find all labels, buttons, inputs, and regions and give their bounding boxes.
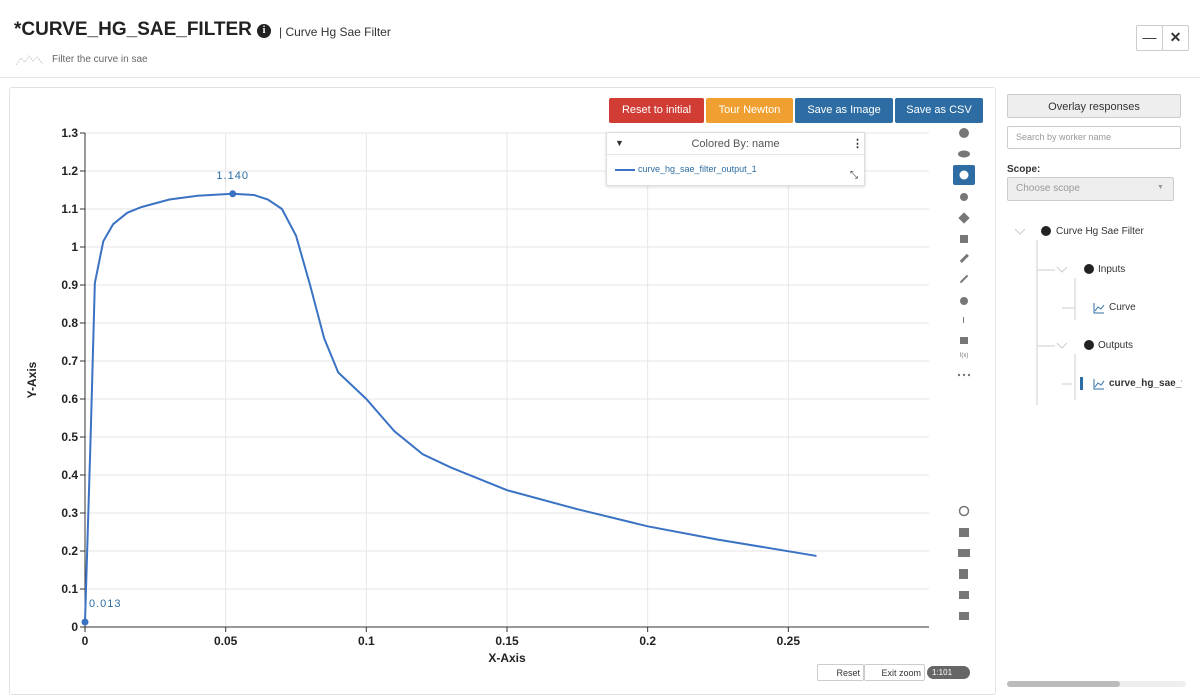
y-tick-label: 0.7 (61, 354, 78, 368)
x-axis-label: X-Axis (488, 651, 526, 665)
save-csv-button[interactable]: Save as CSV (895, 98, 983, 123)
y-tick-label: 0.5 (61, 430, 78, 444)
legend-panel: ▼ Colored By: name ⋮ curve_hg_sae_filter… (606, 132, 865, 186)
page-description: Filter the curve in sae (52, 54, 148, 65)
scrollbar-thumb[interactable] (1007, 681, 1120, 687)
legend-label[interactable]: curve_hg_sae_filter_output_1 (638, 164, 757, 174)
collapse-icon[interactable]: ▼ (615, 138, 624, 148)
close-button[interactable]: ✕ (1162, 25, 1189, 51)
tree-curve[interactable]: Curve (1109, 302, 1136, 313)
function-tool[interactable]: f(x) (959, 353, 969, 359)
header-divider (0, 77, 1200, 78)
minimize-button[interactable]: — (1136, 25, 1163, 51)
annotation-point (229, 190, 237, 198)
x-tick-label: 0.05 (214, 634, 238, 648)
tree-inputs[interactable]: Inputs (1098, 264, 1126, 275)
legend-menu[interactable]: ⋮ (852, 138, 863, 150)
zoom-ratio: 1:101 (927, 666, 970, 679)
search-input[interactable]: Search by worker name (1007, 126, 1181, 149)
x-tick-label: 0.15 (495, 634, 519, 648)
page-title: *CURVE_HG_SAE_FILTER (14, 19, 252, 40)
annotation-point (81, 618, 89, 626)
x-tick-label: 0.1 (358, 634, 375, 648)
scrollbar[interactable] (1007, 681, 1186, 687)
y-tick-label: 1 (71, 240, 78, 254)
reset-button[interactable]: Reset to initial (609, 98, 704, 123)
tour-button[interactable]: Tour Newton (706, 98, 793, 123)
curve-icon (15, 55, 44, 66)
x-tick-label: 0.25 (777, 634, 801, 648)
zoom-reset-button[interactable]: Reset (817, 664, 864, 681)
exit-zoom-button[interactable]: Exit zoom (864, 664, 925, 681)
resize-icon[interactable]: ⤡ (850, 170, 858, 181)
y-tick-label: 1.3 (61, 126, 78, 140)
y-tick-label: 0.3 (61, 506, 78, 520)
y-tick-label: 0.8 (61, 316, 78, 330)
save-image-button[interactable]: Save as Image (795, 98, 893, 123)
chart: 00.10.20.30.40.50.60.70.80.911.11.21.30 0… (25, 126, 929, 665)
select-caret: ▼ (1157, 184, 1164, 191)
tree-output[interactable]: curve_hg_sae_filter_output_1 (1109, 378, 1182, 389)
y-tick-label: 1.2 (61, 164, 78, 178)
y-tick-label: 1.1 (61, 202, 78, 216)
y-tick-label: 0.4 (61, 468, 78, 482)
scope-label: Scope: (1007, 164, 1041, 175)
legend-title: Colored By: name (691, 138, 780, 150)
annotation-label: 1.140 (216, 170, 249, 182)
y-tick-label: 0.1 (61, 582, 78, 596)
chart-panel (9, 87, 996, 695)
tree-outputs[interactable]: Outputs (1098, 340, 1134, 351)
y-tick-label: 0.2 (61, 544, 78, 558)
y-tick-label: 0 (71, 620, 78, 634)
tree-lines (1014, 226, 1105, 405)
y-tick-label: 0.9 (61, 278, 78, 292)
tree-root[interactable]: Curve Hg Sae Filter (1056, 226, 1144, 237)
page-subtitle: | Curve Hg Sae Filter (279, 25, 391, 39)
y-axis-label: Y-Axis (25, 361, 39, 398)
overlay-button[interactable]: Overlay responses (1007, 94, 1181, 118)
data-line (84, 192, 817, 623)
legend-header (607, 133, 864, 155)
x-tick-label: 0.2 (639, 634, 656, 648)
scope-select[interactable]: Choose scope (1007, 177, 1174, 201)
x-tick-label: 0 (82, 634, 89, 648)
info-icon[interactable]: i (257, 24, 271, 38)
tool-column (957, 128, 971, 620)
y-tick-label: 0.6 (61, 392, 78, 406)
annotation-label: 0.013 (89, 598, 122, 610)
legend-swatch (615, 169, 635, 171)
